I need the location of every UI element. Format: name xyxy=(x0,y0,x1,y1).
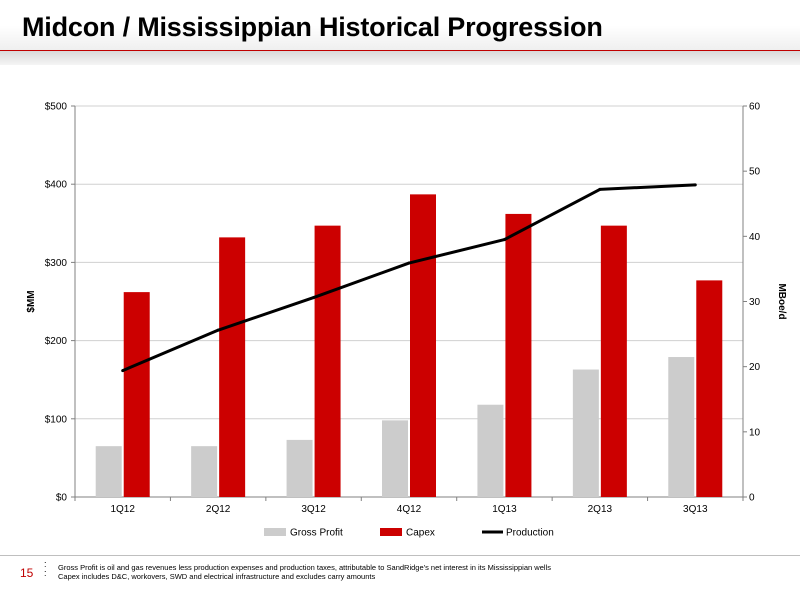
y-tick-label: $100 xyxy=(45,414,68,425)
y2-tick-label: 60 xyxy=(749,102,761,113)
footnote-gross-profit: Gross Profit is oil and gas revenues les… xyxy=(58,563,551,572)
point-production xyxy=(502,238,506,242)
y2-tick-label: 50 xyxy=(749,167,761,178)
legend-swatch-gross-profit xyxy=(264,528,286,536)
x-tick-label: 4Q12 xyxy=(397,504,422,515)
y2-axis-title: MBoe/d xyxy=(776,283,787,319)
bar-gross-profit xyxy=(286,439,313,497)
point-production xyxy=(693,183,697,187)
y-axis-title: $MM xyxy=(26,290,37,312)
point-production xyxy=(598,187,602,191)
x-tick-label: 3Q13 xyxy=(683,504,708,515)
title-divider xyxy=(0,50,800,51)
y-tick-label: $500 xyxy=(45,102,68,113)
legend-label-capex: Capex xyxy=(406,528,435,539)
point-production xyxy=(121,369,125,373)
title-shadow xyxy=(0,51,800,65)
point-production xyxy=(216,328,220,332)
y-tick-label: $300 xyxy=(45,258,68,269)
page-number: 15 xyxy=(20,566,34,580)
x-tick-label: 1Q12 xyxy=(110,504,135,515)
bar-gross-profit xyxy=(668,357,695,497)
footnote-markers: :: xyxy=(44,559,47,578)
footer-divider xyxy=(0,555,800,556)
x-tick-label: 2Q13 xyxy=(588,504,613,515)
y-tick-label: $400 xyxy=(45,180,68,191)
bar-capex xyxy=(505,213,532,497)
bar-capex xyxy=(600,225,627,497)
bar-capex xyxy=(219,237,246,497)
y2-tick-label: 30 xyxy=(749,297,761,308)
legend-label-gross-profit: Gross Profit xyxy=(290,528,343,539)
y2-tick-label: 10 xyxy=(749,427,761,438)
bar-capex xyxy=(314,225,341,497)
bar-gross-profit xyxy=(382,420,408,497)
bar-capex xyxy=(410,194,436,497)
legend-label-production: Production xyxy=(506,528,554,539)
x-tick-label: 3Q12 xyxy=(301,504,326,515)
bar-gross-profit xyxy=(572,369,599,497)
x-tick-label: 1Q13 xyxy=(492,504,517,515)
point-production xyxy=(312,296,316,300)
bar-capex xyxy=(123,292,150,497)
y-tick-label: $200 xyxy=(45,336,68,347)
chart: $0 $100 $200 $300 $400 $500 0 10 20 30 40 50 60 $MM MB… xyxy=(26,102,787,539)
page-title: Midcon / Mississippian Historical Progre… xyxy=(22,12,603,42)
bar-gross-profit xyxy=(477,404,504,497)
y2-tick-label: 0 xyxy=(749,493,755,504)
y2-tick-label: 20 xyxy=(749,362,761,373)
bar-gross-profit xyxy=(95,446,122,497)
x-tick-label: 2Q12 xyxy=(206,504,231,515)
footnote-capex: Capex includes D&C, workovers, SWD and e… xyxy=(58,572,376,581)
bar-gross-profit xyxy=(191,446,218,497)
bar-capex xyxy=(696,280,723,497)
y-tick-label: $0 xyxy=(56,493,68,504)
point-production xyxy=(407,261,411,265)
y2-tick-label: 40 xyxy=(749,232,761,243)
legend-swatch-capex xyxy=(380,528,402,536)
